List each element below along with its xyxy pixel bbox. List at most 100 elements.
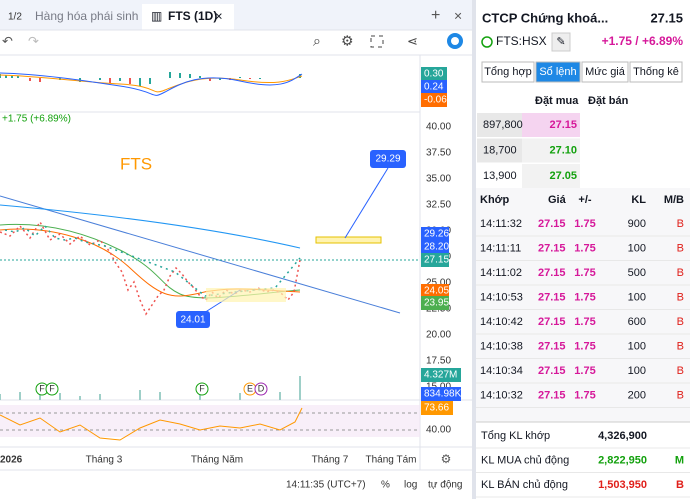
fullscreen[interactable] [370,35,384,48]
callout: 24.01 [180,315,205,326]
volume [0,376,301,400]
event-marker [254,382,268,396]
change: +1.75 (+6.89%) [2,114,71,125]
trade-cell: 100 [628,291,646,303]
trade-cell: 27.15 [538,365,566,377]
event-label: F [199,383,205,393]
price-axis-label: 40.00 [426,122,451,133]
redo[interactable]: ↷ [28,33,39,48]
summary-side: M [675,454,684,466]
trade-cell: 14:11:32 [480,218,522,230]
trend-line [0,195,401,314]
trade-cell: B [677,389,684,401]
last-price: 27.15 [650,10,683,25]
chart-icon: ▥ [151,9,162,23]
trade-cell: B [677,316,684,328]
percent-toggle[interactable]: % [381,480,390,491]
log-toggle[interactable]: log [404,480,417,491]
time-label: Tháng 3 [86,455,123,466]
trade-cell: 900 [628,218,646,230]
summary-value: 4,326,900 [598,430,647,442]
time-label: Tháng 7 [312,455,349,466]
price-change: +1.75 / +6.89% [602,34,684,48]
macd-label: 0.24 [424,82,444,93]
close[interactable]: × [454,8,462,24]
summary-value: 2,822,950 [598,454,647,466]
add-tab[interactable]: + [431,7,440,24]
auto-toggle[interactable]: tự động [428,480,463,491]
close-tab[interactable]: × [215,8,223,23]
event-label: F [39,383,45,393]
bid-price: 27.10 [549,144,577,156]
event-marker [195,382,209,396]
share[interactable]: ⋖ [407,33,418,48]
trade-cell: 500 [628,267,646,279]
undo[interactable]: ↶ [2,33,13,48]
summary-label: KL BÁN chủ động [481,478,568,491]
trade-cell: 1.75 [574,267,595,279]
bid-volume: 13,900 [483,170,517,182]
macd-signal [0,74,303,93]
trade-cell: 200 [628,389,646,401]
price-tag: 23.95 [424,298,449,309]
summary-label: KL MUA chủ động [481,454,569,466]
price-axis-label: 35.00 [426,174,451,185]
trade-header: +/- [578,194,591,206]
price-axis-label: 37.50 [426,148,451,159]
price-tag: 24.05 [424,286,449,297]
trade-cell: 14:10:42 [480,316,523,328]
layout-icon[interactable]: 1/2 [8,12,22,23]
book-header: Đặt mua [535,95,579,107]
summary-value: 1,503,950 [598,479,647,491]
event-marker [45,382,59,396]
trade-cell: 1.75 [574,242,595,254]
event-label: D [258,383,265,393]
event-label: F [49,383,55,393]
trade-cell: 1.75 [574,340,595,352]
clock: 14:11:35 (UTC+7) [286,480,366,491]
trade-cell: 27.15 [538,218,566,230]
trade-cell: 14:10:53 [480,291,523,303]
trade-header: M/B [664,194,684,206]
price-axis-label: 32.50 [426,200,451,211]
axis-settings[interactable]: ⚙ [441,452,452,466]
rsi-label: 40.00 [426,425,451,436]
price-tag: 28.20 [424,242,449,253]
panel-tab[interactable]: Sổ lệnh [539,66,576,78]
ticker: FTS:HSX [496,34,547,48]
trade-cell: 27.15 [538,389,566,401]
bid-volume: 897,800 [483,119,523,131]
panel-tab[interactable]: Mức giá [585,66,626,78]
watermark: FTS [120,154,152,173]
callout: 29.29 [375,154,400,165]
trade-cell: 27.15 [538,267,566,279]
trade-cell: 27.15 [538,242,566,254]
time-label: Tháng Tám [366,455,417,466]
zoom[interactable]: ⌕ [313,33,321,49]
price-tag: 29.26 [424,229,449,240]
candles [0,220,301,316]
macd-line [0,72,303,96]
trade-cell: 14:10:32 [480,389,523,401]
tab[interactable]: Hàng hóa phái sinh [35,9,138,23]
trade-cell: B [677,291,684,303]
trade-cell: B [677,365,684,377]
panel-tab[interactable]: Tổng hợp [484,66,532,78]
tab-active[interactable]: FTS (1D) [168,9,217,23]
trade-cell: 100 [628,242,646,254]
panel-tab[interactable]: Thống kê [633,66,679,78]
bid-price: 27.15 [549,119,577,131]
price-tag: 27.15 [424,255,449,266]
trade-cell: B [677,340,684,352]
trade-cell: B [677,218,684,230]
company-name: CTCP Chứng khoá... [482,10,608,25]
trade-cell: 14:10:38 [480,340,523,352]
trade-cell: 14:10:34 [480,365,523,377]
trade-header: KL [631,194,646,206]
ma-long [0,204,301,249]
edit[interactable]: ✎ [556,36,565,48]
price-axis-label: 17.50 [426,356,451,367]
settings[interactable]: ⚙ [341,33,354,49]
macd-label: 0.30 [424,69,444,80]
trade-cell: 600 [628,316,646,328]
